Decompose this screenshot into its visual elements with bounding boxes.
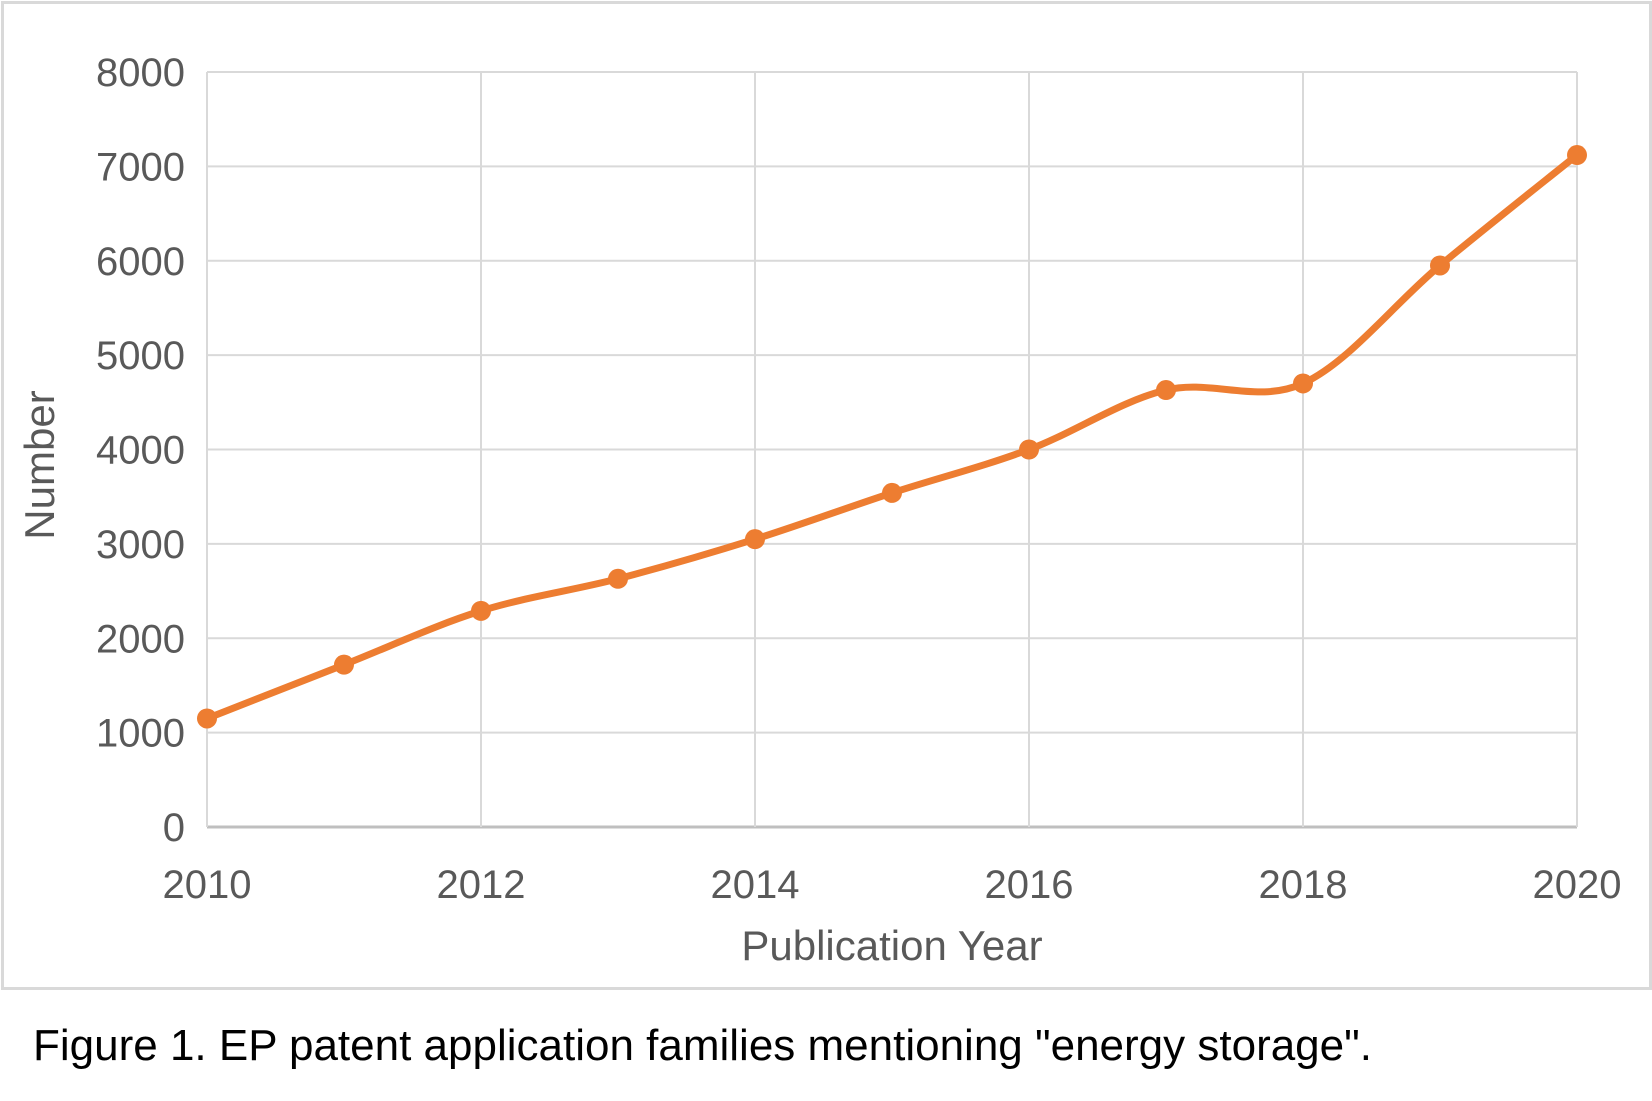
data-point-marker bbox=[1156, 380, 1176, 401]
y-tick-label: 7000 bbox=[96, 145, 185, 189]
series-line bbox=[203, 151, 1581, 722]
data-point-marker bbox=[882, 482, 902, 503]
x-tick-label: 2020 bbox=[1533, 863, 1622, 907]
y-tick-label: 5000 bbox=[96, 334, 185, 378]
x-axis-tick-labels: 2010 2012 2014 2016 2018 2020 bbox=[163, 863, 1622, 907]
y-axis-tick-labels: 0 1000 2000 3000 4000 5000 6000 7000 8000 bbox=[96, 51, 185, 850]
y-axis-title: Number bbox=[16, 390, 63, 539]
y-tick-label: 2000 bbox=[96, 617, 185, 661]
data-point-marker bbox=[1293, 373, 1313, 394]
y-tick-label: 4000 bbox=[96, 429, 185, 473]
data-point-marker bbox=[1567, 145, 1587, 166]
y-tick-label: 1000 bbox=[96, 712, 185, 756]
y-tick-label: 8000 bbox=[96, 51, 185, 95]
y-tick-label: 3000 bbox=[96, 523, 185, 567]
data-point-marker bbox=[1019, 439, 1039, 460]
y-tick-label: 0 bbox=[163, 806, 185, 850]
y-tick-label: 6000 bbox=[96, 240, 185, 284]
data-point-marker bbox=[471, 600, 491, 621]
figure-caption: Figure 1. EP patent application families… bbox=[33, 1021, 1372, 1070]
data-point-marker bbox=[1430, 255, 1450, 276]
x-tick-label: 2012 bbox=[437, 863, 526, 907]
x-axis-title: Publication Year bbox=[741, 922, 1042, 969]
data-point-marker bbox=[334, 654, 354, 675]
data-point-marker bbox=[745, 529, 765, 550]
x-tick-label: 2016 bbox=[985, 863, 1074, 907]
data-point-marker bbox=[197, 708, 217, 729]
gridlines bbox=[206, 71, 1578, 829]
x-tick-label: 2010 bbox=[163, 863, 252, 907]
x-tick-label: 2014 bbox=[711, 863, 800, 907]
x-tick-label: 2018 bbox=[1259, 863, 1348, 907]
data-point-marker bbox=[608, 568, 628, 589]
data-point-markers bbox=[197, 145, 1587, 729]
